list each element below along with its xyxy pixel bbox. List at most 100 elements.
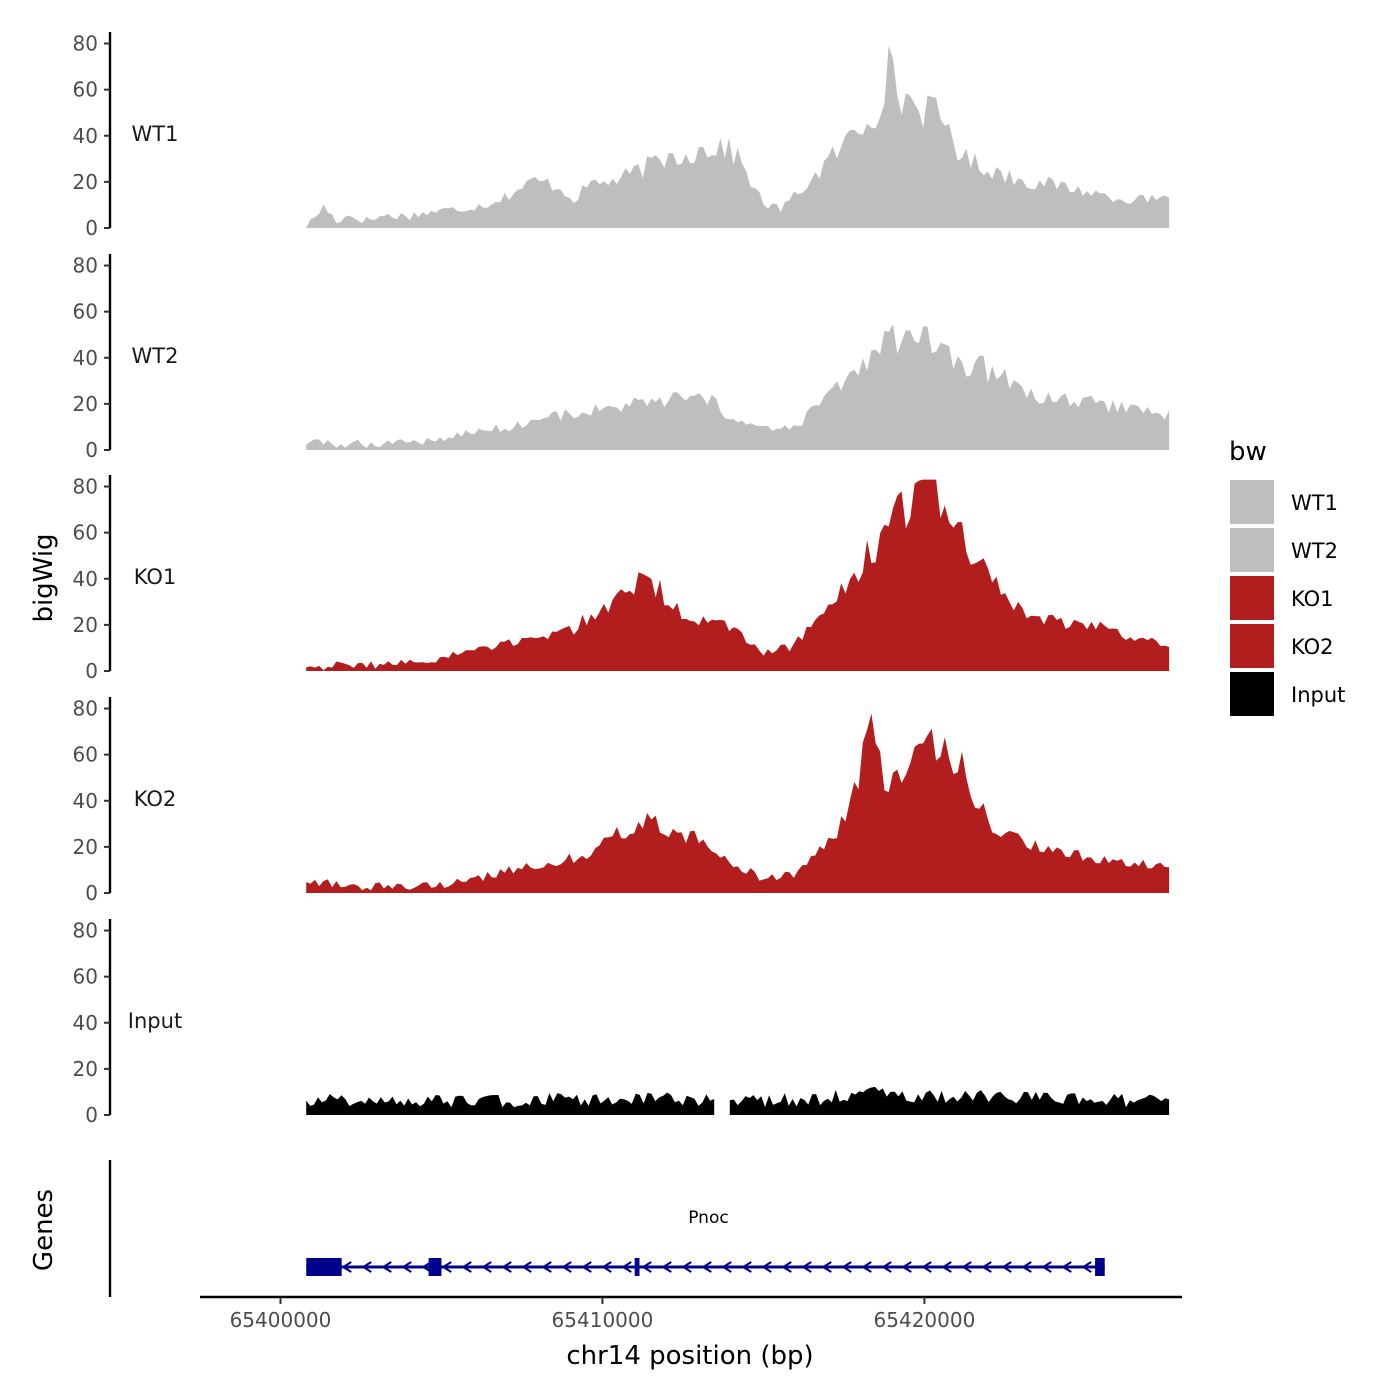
strand-arrow	[681, 1261, 692, 1273]
strand-arrow	[381, 1261, 392, 1273]
x-axis-title: chr14 position (bp)	[566, 1341, 813, 1371]
strand-arrow	[821, 1261, 832, 1273]
y-tick-label: 40	[73, 567, 98, 591]
strand-arrow	[761, 1261, 772, 1273]
coverage-area-wt1	[306, 45, 1170, 228]
track-label: KO1	[134, 565, 177, 589]
legend-swatch	[1230, 576, 1274, 620]
y-tick-label: 20	[73, 392, 98, 416]
strand-arrow	[461, 1261, 472, 1273]
y-tick-label: 60	[73, 78, 98, 102]
strand-arrow	[661, 1261, 672, 1273]
y-tick-label: 60	[73, 743, 98, 767]
x-tick-label: 65410000	[552, 1308, 654, 1332]
strand-arrow	[401, 1261, 412, 1273]
y-tick-label: 80	[73, 475, 98, 499]
coverage-area-input	[306, 1092, 715, 1115]
y-tick-label: 20	[73, 170, 98, 194]
track-label: Input	[128, 1009, 182, 1033]
strand-arrow	[501, 1261, 512, 1273]
legend-label: KO2	[1291, 635, 1334, 659]
gene-pnoc: Pnoc	[306, 1208, 1105, 1276]
strand-arrow	[341, 1261, 352, 1273]
track-ko2: 0 20 40 60 80 KO2	[73, 697, 1170, 905]
legend-swatch	[1230, 528, 1274, 572]
strand-arrow	[1041, 1261, 1052, 1273]
strand-arrow	[1021, 1261, 1032, 1273]
legend: bw WT1 WT2 KO1 KO2 Input	[1229, 437, 1345, 716]
strand-arrow	[941, 1261, 952, 1273]
strand-arrow	[481, 1261, 492, 1273]
strand-arrow	[361, 1261, 372, 1273]
y-tick-label: 80	[73, 254, 98, 278]
track-label: WT1	[132, 122, 179, 146]
track-ko1: 0 20 40 60 80 KO1	[73, 475, 1170, 683]
strand-arrow	[1001, 1261, 1012, 1273]
strand-arrow	[421, 1261, 432, 1273]
y-tick-label: 0	[85, 1103, 98, 1127]
x-tick-label: 65420000	[874, 1308, 976, 1332]
strand-arrow	[441, 1261, 452, 1273]
legend-item-wt2: WT2	[1230, 528, 1338, 572]
strand-arrow	[701, 1261, 712, 1273]
strand-arrow	[541, 1261, 552, 1273]
track-input: 0 20 40 60 80 Input	[73, 919, 1170, 1127]
track-label: KO2	[134, 787, 177, 811]
strand-arrow	[981, 1261, 992, 1273]
strand-arrow	[901, 1261, 912, 1273]
legend-swatch	[1230, 480, 1274, 524]
y-tick-label: 60	[73, 965, 98, 989]
legend-item-wt1: WT1	[1230, 480, 1338, 524]
strand-arrow	[1061, 1261, 1072, 1273]
coverage-area-ko2	[306, 713, 1170, 893]
strand-arrow	[621, 1261, 632, 1273]
track-wt2: 0 20 40 60 80 WT2	[73, 254, 1170, 462]
track-wt1: 0 20 40 60 80 WT1	[73, 32, 1170, 240]
gene-exon	[634, 1258, 640, 1276]
y-tick-label: 80	[73, 697, 98, 721]
gene-track: Pnoc	[108, 1160, 1105, 1297]
legend-item-ko1: KO1	[1230, 576, 1334, 620]
y-tick-label: 40	[73, 124, 98, 148]
y-tick-label: 60	[73, 300, 98, 324]
strand-arrow	[861, 1261, 872, 1273]
legend-label: WT2	[1291, 539, 1338, 563]
strand-arrow	[641, 1261, 652, 1273]
x-tick-label: 65400000	[230, 1308, 332, 1332]
y-tick-label: 0	[85, 881, 98, 905]
x-axis: 65400000 65410000 65420000	[200, 1295, 1182, 1332]
gene-name-label: Pnoc	[688, 1208, 728, 1228]
strand-arrow	[741, 1261, 752, 1273]
y-tick-label: 0	[85, 216, 98, 240]
y-tick-label: 0	[85, 438, 98, 462]
strand-arrow	[721, 1261, 732, 1273]
strand-arrow	[801, 1261, 812, 1273]
gene-exon	[1095, 1258, 1105, 1276]
y-tick-label: 80	[73, 919, 98, 943]
gene-exon	[428, 1258, 442, 1276]
legend-label: KO1	[1291, 587, 1334, 611]
strand-arrow	[921, 1261, 932, 1273]
legend-label: Input	[1291, 683, 1345, 707]
tracks: 0 20 40 60 80 WT1 0 20 40 60 80 WT2 0 20 40 60 80 KO1 0 20 4…	[73, 32, 1170, 1127]
genes-axis-title: Genes	[29, 1189, 59, 1271]
strand-arrow	[1081, 1261, 1092, 1273]
legend-label: WT1	[1291, 491, 1338, 515]
coverage-area-input	[729, 1086, 1170, 1115]
strand-arrow	[601, 1261, 612, 1273]
y-tick-label: 20	[73, 835, 98, 859]
strand-arrow	[581, 1261, 592, 1273]
y-tick-label: 40	[73, 346, 98, 370]
y-tick-label: 80	[73, 32, 98, 56]
y-tick-label: 0	[85, 659, 98, 683]
gene-exon	[306, 1258, 342, 1276]
strand-arrow	[961, 1261, 972, 1273]
track-label: WT2	[132, 344, 179, 368]
legend-item-input: Input	[1230, 672, 1345, 716]
y-tick-label: 40	[73, 789, 98, 813]
strand-arrow	[561, 1261, 572, 1273]
legend-item-ko2: KO2	[1230, 624, 1334, 668]
legend-swatch	[1230, 624, 1274, 668]
y-tick-label: 40	[73, 1011, 98, 1035]
